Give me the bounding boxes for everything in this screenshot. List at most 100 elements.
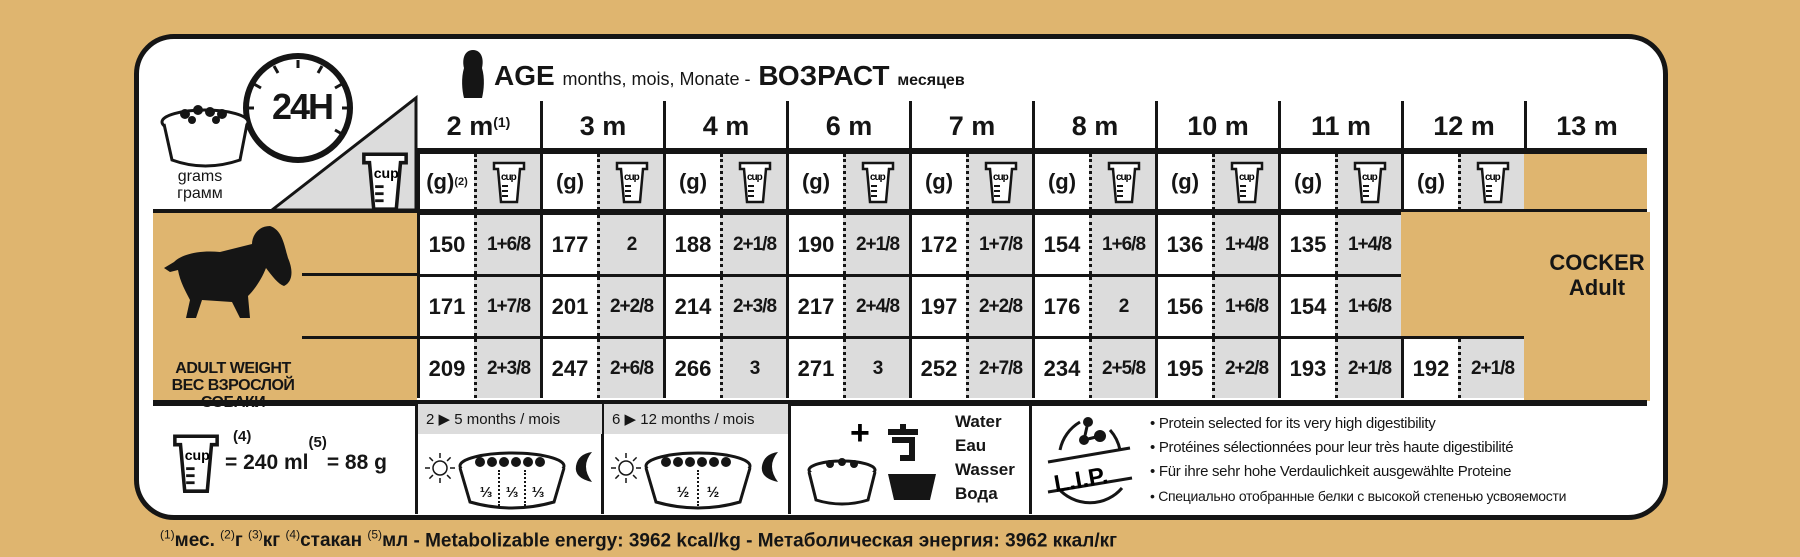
cup-column-header: cup [1089,154,1155,210]
bowl-icon [160,105,250,168]
age-ru-sub: месяцев [897,72,965,89]
grams-column-header: (g) [1401,154,1458,210]
grams-label: grams грамм [160,168,240,202]
svg-text:+: + [850,414,870,452]
grams-value: 197 [909,277,966,336]
energy-note: - Metabolizable energy: 3962 kcal/kg - М… [413,530,1118,552]
grams-value: 271 [786,339,843,398]
meal-split-icon [611,451,778,510]
cup-value: 2+3/8 [474,339,540,398]
cup-value: 1+4/8 [1335,215,1401,274]
cup-value: 2+4/8 [843,277,909,336]
cup-value: 2+2/8 [597,277,663,336]
empty-cell [1524,154,1647,210]
grams-value: 154 [1278,277,1335,336]
cup-grams: = 88 g [326,451,387,474]
cup-column-header: cup [1212,154,1278,210]
cup-value: 2+1/8 [720,215,786,274]
water-label: Water Eau Wasser Вода [955,410,1015,506]
grams-value: 266 [663,339,720,398]
cocker-dog-icon [164,226,292,318]
age-sub: months, mois, Monate - [562,69,751,89]
grams-value: 252 [909,339,966,398]
clock-icon [243,53,353,163]
grams-value: 177 [540,215,597,274]
portion-fraction: ⅓ [531,484,545,501]
meal-period-0: 2 ▶ 5 months / mois [418,404,602,434]
moon-icon [761,452,778,482]
age-header-6: 10 m [1155,101,1278,151]
age-header-0: 2 m (1) [446,110,511,141]
portion-fraction: ⅓ [479,484,493,501]
adult-weight-ru-1: ВЕС ВЗРОСЛОЙ [171,377,295,394]
cup-value: 1+6/8 [474,215,540,274]
sun-icon [611,453,641,483]
cup-value: 1+7/8 [474,277,540,336]
grams-column-header: (g) [1155,154,1212,210]
cup-value: 1+4/8 [1212,215,1278,274]
empty-cell [1524,274,1650,339]
portion-fraction: ½ [676,484,690,501]
age-title: AGE months, mois, Monate - ВОЗРАСТ месяц… [494,60,965,92]
grams-column-header: (g) [909,154,966,210]
grams-value: 209 [417,339,474,398]
cup-value: 2+1/8 [1458,339,1524,398]
breed-name: COCKER [1549,250,1645,275]
svg-text:cup: cup [501,172,517,183]
cup-value: 2+7/8 [966,339,1032,398]
svg-text:cup: cup [624,172,640,183]
svg-text:cup: cup [1362,172,1378,183]
grams-column-header: (g) [1032,154,1089,210]
svg-text:cup: cup [185,447,210,463]
lip-bullet: • Für ihre sehr hohe Verdaulichkeit ausg… [1150,463,1512,480]
water-ru: Вода [955,484,998,503]
water-fr: Eau [955,436,987,455]
cup-value: 2+1/8 [1335,339,1401,398]
svg-text:cup: cup [374,165,399,181]
tap-icon [888,424,918,461]
grams-label-ru: грамм [177,185,223,202]
arrow-right-icon: ▶ [624,411,637,428]
grams-value: 201 [540,277,597,336]
svg-text:cup: cup [870,172,886,183]
lip-logo: L.I.P. [1047,417,1133,505]
cup-value: 3 [720,339,786,398]
age-header-7: 11 m [1278,101,1401,151]
svg-text:cup: cup [1239,172,1255,183]
lip-bullet: • Специально отобранные белки с высокой … [1150,488,1567,504]
clock-label: 24H [271,86,334,127]
cup-ml: = 240 ml [225,451,309,474]
footer-notes: (1)мес. (2)г (3)кг (4)стакан (5)мл - Met… [160,528,1117,552]
grams-value: 172 [909,215,966,274]
water-bowl-icon [888,474,936,500]
age-label: AGE [494,60,555,91]
grams-value: 217 [786,277,843,336]
cup-value: 2+1/8 [843,215,909,274]
meal-period-1: 6 ▶ 12 months / mois [604,404,788,434]
cup-equation-icon: cup [172,432,220,499]
grams-value: 190 [786,215,843,274]
lip-bullet: • Protein selected for its very high dig… [1150,415,1436,432]
age-header-3: 6 m [786,101,909,151]
cup-value: 2+5/8 [1089,339,1155,398]
grams-value: 247 [540,339,597,398]
grams-value: 188 [663,215,720,274]
arrow-right-icon: ▶ [438,411,451,428]
sun-icon [425,453,455,483]
cup-column-header: cup [966,154,1032,210]
grams-column-header: (g) [663,154,720,210]
empty-cell [1401,212,1527,277]
puppy-icon [462,50,484,98]
cup-value: 2 [1089,277,1155,336]
grams-value: 176 [1032,277,1089,336]
molecule-icon [1079,417,1106,445]
footnote-4: (4) [233,428,252,445]
grams-value: 150 [417,215,474,274]
adult-weight-en: ADULT WEIGHT [175,360,291,377]
age-header-2: 4 m [663,101,786,151]
empty-cell [1524,336,1650,401]
cup-value: 1+6/8 [1335,277,1401,336]
grams-value: 192 [1401,339,1458,398]
cup-value: 2 [597,215,663,274]
grams-column-header: (g) [786,154,843,210]
